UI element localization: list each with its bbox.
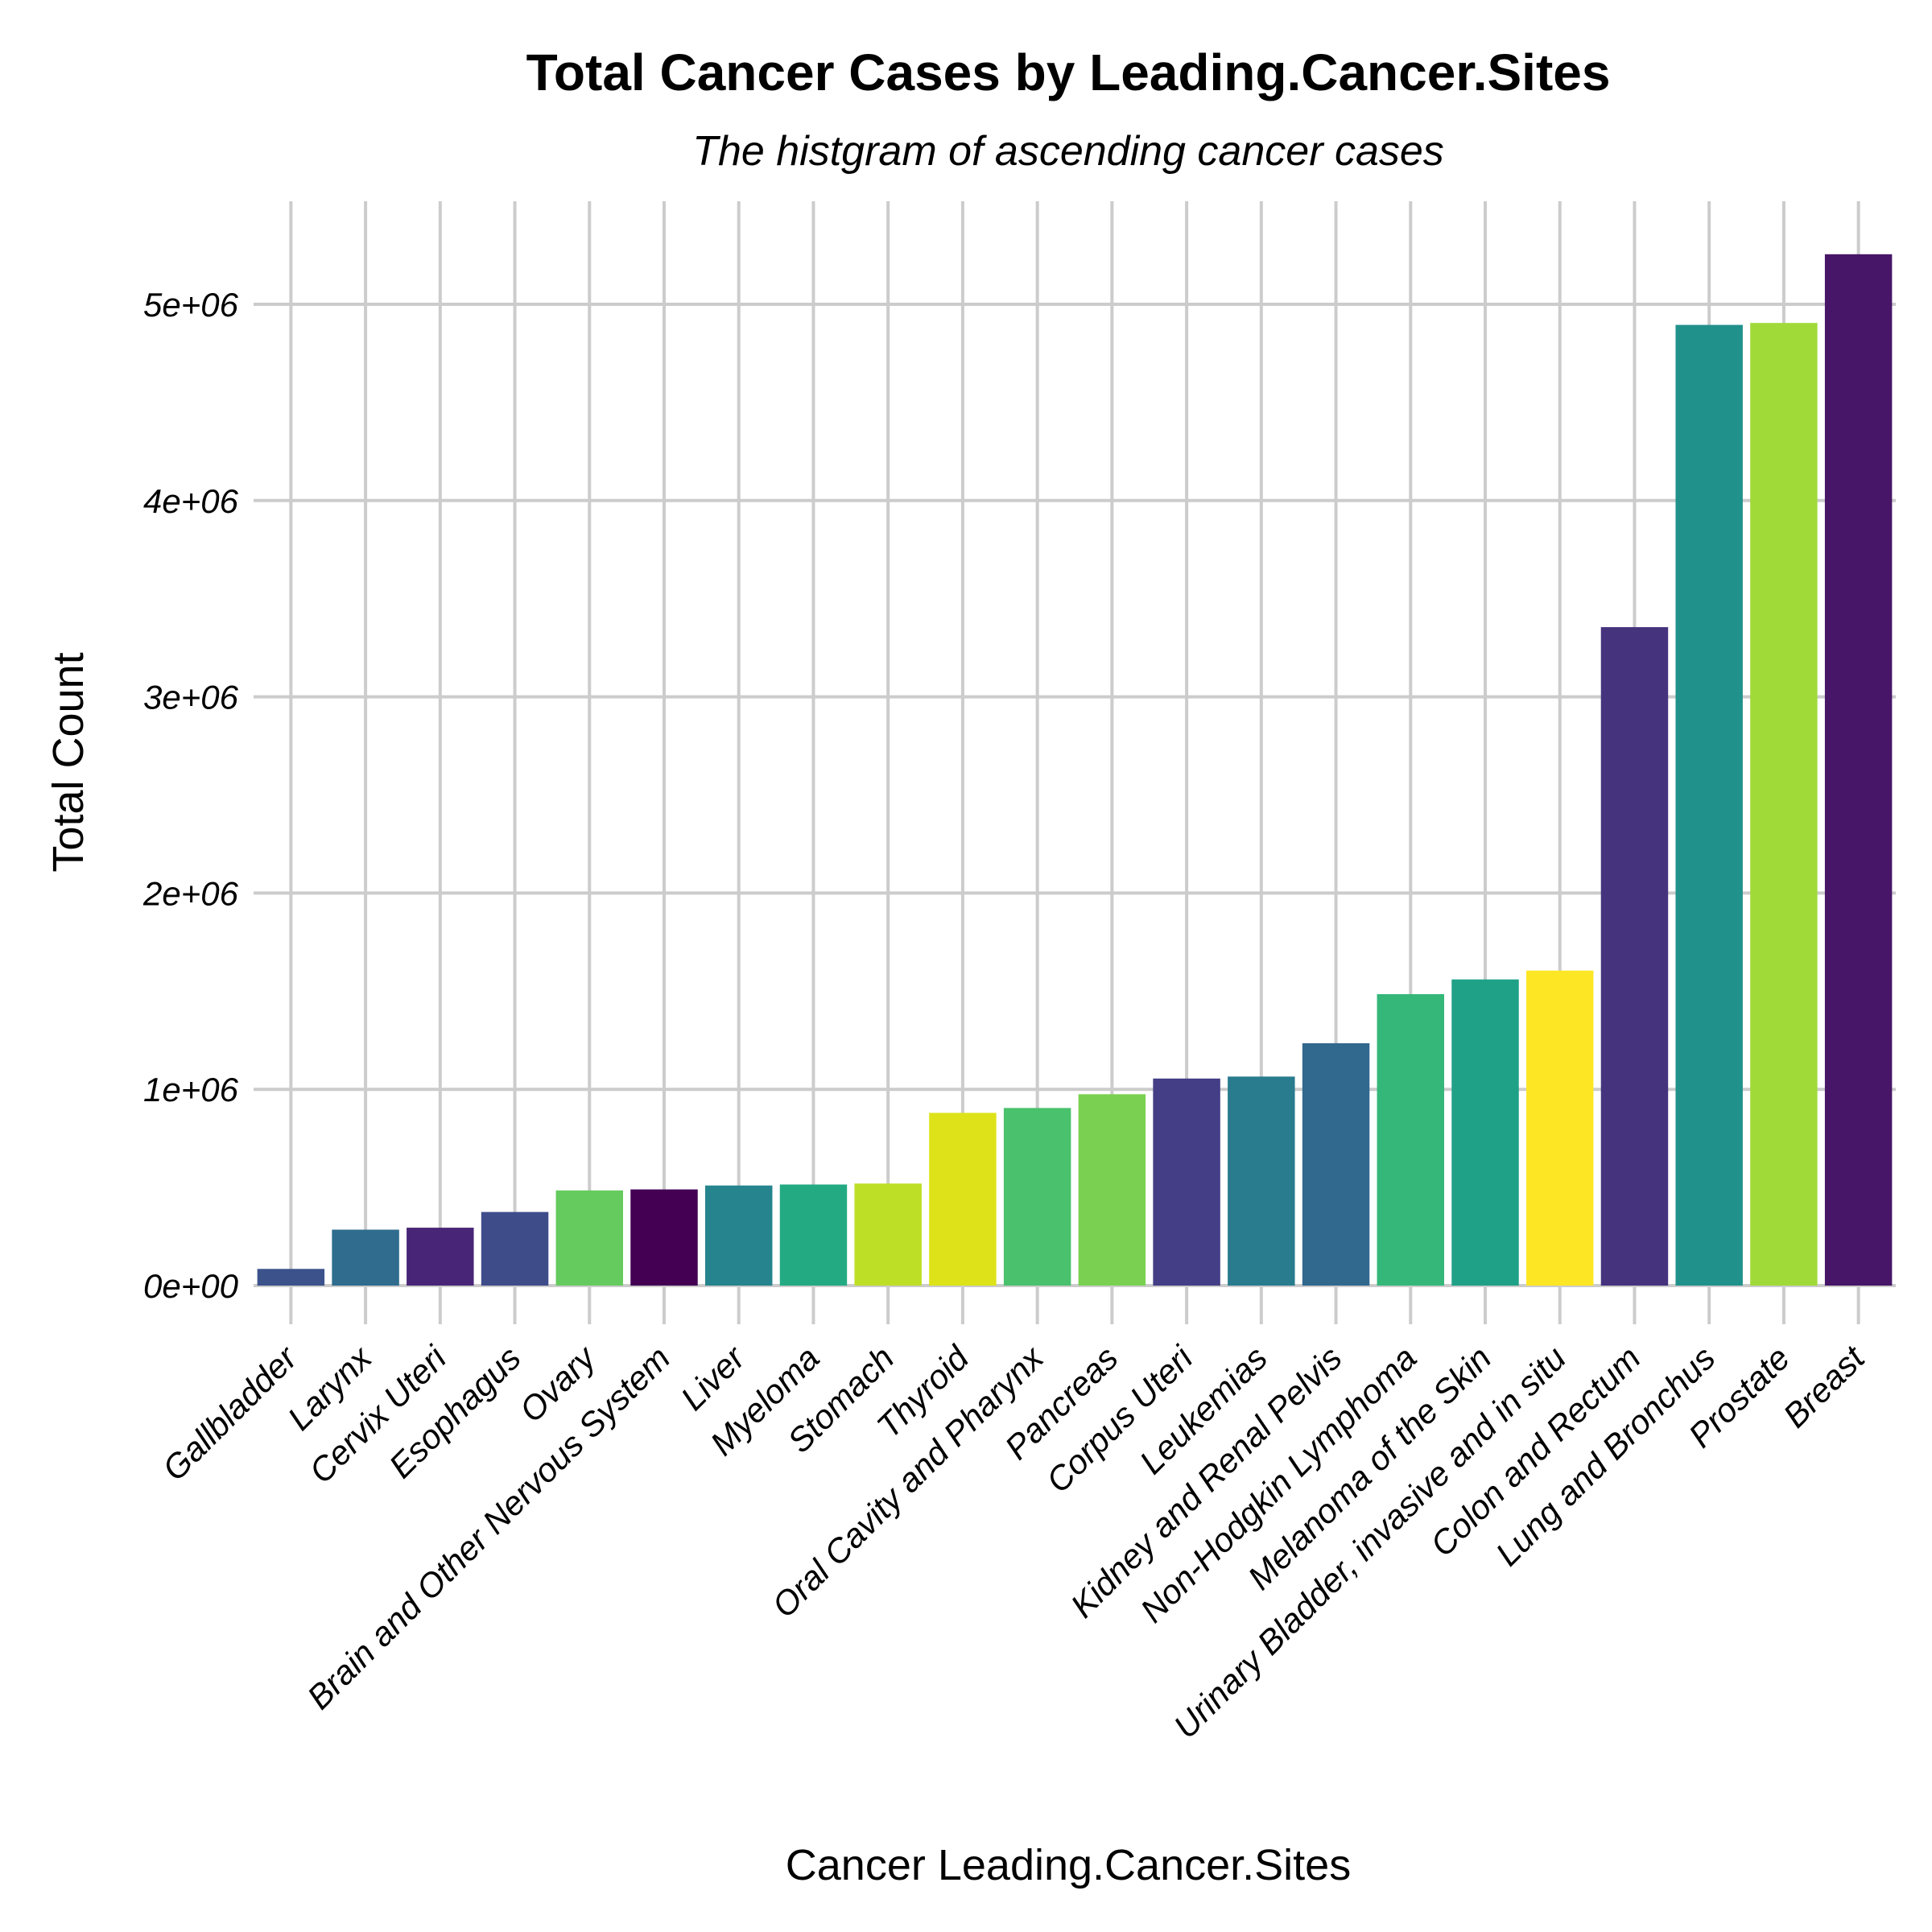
chart-title: Total Cancer Cases by Leading.Cancer.Sit… bbox=[526, 43, 1611, 101]
bar bbox=[1228, 1076, 1295, 1286]
bar bbox=[1750, 323, 1818, 1286]
bar bbox=[779, 1184, 848, 1286]
y-tick-label: 0e+00 bbox=[143, 1267, 239, 1305]
bar bbox=[929, 1113, 997, 1286]
bar bbox=[1600, 627, 1669, 1286]
bar bbox=[1078, 1094, 1146, 1286]
y-tick-label: 1e+06 bbox=[143, 1071, 239, 1108]
bar bbox=[1675, 324, 1743, 1286]
bar bbox=[481, 1212, 549, 1286]
y-axis-ticks: 0e+00 1e+06 2e+06 3e+06 4e+06 5e+06 bbox=[142, 286, 239, 1305]
bar bbox=[1003, 1108, 1071, 1286]
bar bbox=[854, 1183, 922, 1286]
bars bbox=[257, 254, 1893, 1286]
bar bbox=[1302, 1042, 1370, 1286]
bar bbox=[630, 1189, 698, 1286]
bar bbox=[705, 1185, 773, 1286]
bar bbox=[1153, 1078, 1220, 1286]
bar bbox=[257, 1269, 325, 1286]
y-tick-label: 5e+06 bbox=[143, 286, 239, 324]
y-tick-label: 2e+06 bbox=[142, 874, 239, 912]
x-axis-title: Cancer Leading.Cancer.Sites bbox=[786, 1841, 1351, 1889]
chart-subtitle: The histgram of ascending cancer cases bbox=[692, 128, 1444, 175]
bar bbox=[1824, 254, 1893, 1286]
bar bbox=[332, 1229, 399, 1286]
bar bbox=[555, 1190, 623, 1286]
bar bbox=[1451, 979, 1519, 1286]
y-tick-label: 3e+06 bbox=[143, 679, 239, 716]
x-tick-label: Breast bbox=[1776, 1337, 1873, 1435]
bar bbox=[1526, 970, 1594, 1286]
bar bbox=[1377, 993, 1444, 1286]
y-tick-label: 4e+06 bbox=[143, 482, 239, 520]
bar bbox=[407, 1228, 474, 1286]
y-axis-title: Total Count bbox=[44, 652, 93, 872]
